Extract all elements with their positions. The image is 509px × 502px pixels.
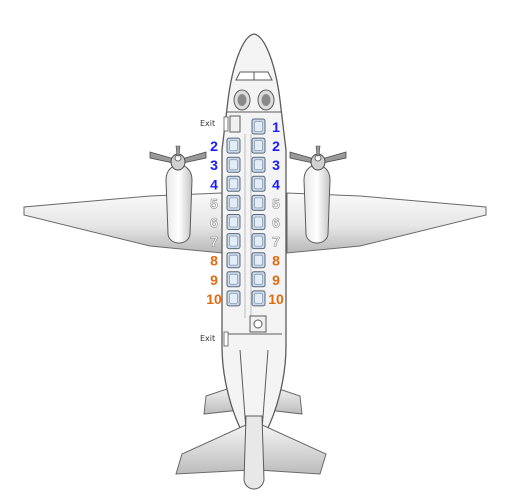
seat-2B[interactable] — [251, 137, 266, 154]
left-propeller-icon — [149, 145, 207, 171]
seat-5B[interactable] — [251, 194, 266, 211]
right-propeller-icon — [289, 145, 347, 171]
seat-10A[interactable] — [226, 290, 241, 307]
seat-5A[interactable] — [226, 194, 241, 211]
row-number-left-4: 4 — [210, 176, 218, 192]
front-exit-label: Exit — [200, 119, 215, 128]
row-number-right-9: 9 — [272, 272, 280, 288]
seat-8A[interactable] — [226, 252, 241, 269]
row-number-right-8: 8 — [272, 253, 280, 269]
seat-7A[interactable] — [226, 233, 241, 250]
row-number-left-2: 2 — [210, 138, 218, 154]
seat-4B[interactable] — [251, 175, 266, 192]
row-number-right-6: 6 — [272, 215, 280, 231]
seat-7B[interactable] — [251, 233, 266, 250]
row-number-right-4: 4 — [272, 176, 280, 192]
row-number-right-3: 3 — [272, 157, 280, 173]
row-number-left-6: 6 — [210, 215, 218, 231]
row-number-right-5: 5 — [272, 195, 280, 211]
row-number-left-10: 10 — [206, 291, 222, 307]
vertical-fin — [243, 415, 265, 490]
seat-6B[interactable] — [251, 214, 266, 230]
left-wing — [23, 192, 223, 254]
row-number-right-2: 2 — [272, 138, 280, 154]
seat-8B[interactable] — [251, 252, 266, 269]
row-number-left-7: 7 — [210, 234, 218, 250]
left-engine-nacelle — [165, 164, 193, 244]
row-number-labels: 1 2 2 3 3 4 4 5 5 6 6 7 7 8 8 9 9 10 10 — [206, 119, 284, 307]
seat-3B[interactable] — [251, 156, 266, 173]
front-door — [223, 116, 229, 132]
seat-4A[interactable] — [226, 175, 241, 192]
seat-1B[interactable] — [251, 118, 266, 135]
row-number-right-1: 1 — [272, 119, 280, 135]
row-number-left-9: 9 — [210, 272, 218, 288]
left-tailplane — [175, 423, 251, 475]
seat-3A[interactable] — [226, 156, 241, 173]
row-number-left-3: 3 — [210, 157, 218, 173]
right-wing — [286, 192, 487, 254]
front-galley — [229, 115, 241, 133]
pilot-seat-left-icon — [233, 89, 251, 111]
seat-9B[interactable] — [251, 271, 266, 288]
seat-6A[interactable] — [226, 214, 241, 230]
row-number-left-8: 8 — [210, 253, 218, 269]
row-number-left-5: 5 — [210, 195, 218, 211]
seat-grid — [226, 118, 266, 307]
rear-exit-label: Exit — [200, 334, 215, 343]
seat-10B[interactable] — [251, 290, 266, 307]
seat-2A[interactable] — [226, 137, 241, 154]
row-number-right-7: 7 — [272, 234, 280, 250]
lavatory-icon — [253, 319, 263, 329]
right-tailplane — [257, 423, 327, 475]
rear-door — [223, 331, 229, 347]
right-engine-nacelle — [303, 164, 331, 244]
seat-9A[interactable] — [226, 271, 241, 288]
pilot-seat-right-icon — [257, 89, 275, 111]
row-number-right-10: 10 — [268, 291, 284, 307]
